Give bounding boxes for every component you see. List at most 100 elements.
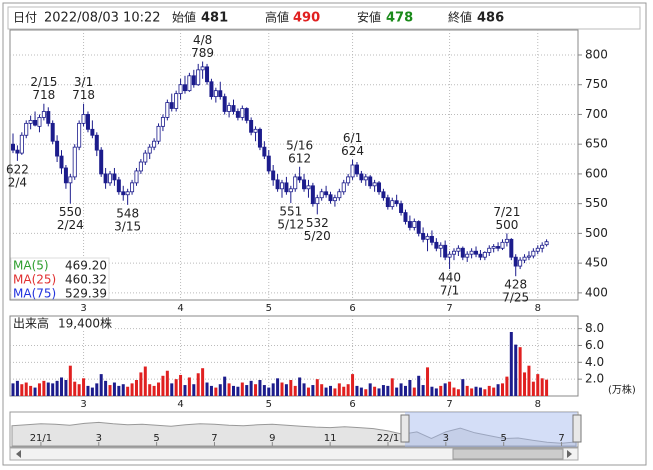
candle-body [156,125,161,142]
volume-bar [329,385,333,396]
candle-body [134,170,139,184]
candle-body [526,255,531,258]
handle-left[interactable] [400,414,410,443]
volume-bar [271,383,275,396]
x-tick-label: 6 [349,303,355,314]
candle-body [63,167,68,184]
volume-bar [254,384,258,396]
legend-name: MA(5) [13,259,49,273]
volume-bar [337,383,341,396]
annotation-date: 7/25 [502,291,529,305]
candle-body [59,155,64,169]
volume-bar [434,388,438,396]
candle-body [112,173,117,181]
annotation-date: 2/15 [30,75,57,89]
volume-title-box [11,317,115,331]
candle-body [257,128,262,148]
volume-bar [134,380,138,396]
candle-body [337,191,342,199]
scroll-thumb[interactable] [452,448,564,460]
volume-bar [496,384,500,396]
candle-body [429,235,434,243]
candle-body [218,90,223,98]
open-value: 481 [201,11,228,26]
volume-bar [395,387,399,396]
candle-body [249,119,254,133]
handle-right[interactable] [572,414,582,443]
volume-bar [509,332,513,396]
candle-body [174,93,179,109]
volume-bar [324,387,328,396]
low-value: 478 [386,11,413,26]
volume-bar [426,367,430,396]
volume-bar [284,384,288,396]
volume-bar [267,387,271,396]
scrollbar[interactable] [9,447,579,461]
candle-body [354,164,359,175]
volume-bar [417,375,421,396]
volume-bar [117,385,121,396]
scroll-left-arrow[interactable] [16,450,21,458]
candle-body [231,105,236,112]
annotation-date: 3/1 [74,75,93,89]
candle-body [94,134,99,151]
volume-bar [474,386,478,396]
candle-body [33,119,38,126]
volume-panel: 2.0 4.0 6.0 8.0 (万株) 3 4 5 6 7 8 出来高 19,400株 [9,315,636,410]
volume-bar [443,383,447,396]
volume-bar [355,385,359,396]
legend-name: MA(25) [13,273,56,287]
volume-bar [192,384,196,396]
x-tick-label: 3 [80,303,86,314]
volume-bar [37,383,41,396]
annotation-value: 789 [191,46,214,60]
volume-bar [461,379,465,396]
candle-body [125,191,130,196]
y-tick-label: 6.0 [585,338,604,352]
candle-body [99,149,104,175]
candle-body [372,182,377,187]
volume-bar [214,387,218,396]
candle-body [478,253,483,258]
scroll-track[interactable] [9,447,579,461]
candle-body [302,179,307,190]
candle-body [504,238,509,243]
candle-body [381,191,386,199]
volume-bar [108,385,112,396]
volume-bar [231,385,235,396]
annotation-value: 612 [288,151,311,165]
candle-body [443,244,448,258]
candle-body [191,75,196,86]
volume-bar [240,382,244,396]
navigator-handles[interactable] [400,414,582,443]
volume-bar [359,387,363,396]
candle-body [385,197,390,208]
volume-bar [121,384,125,396]
close-label: 終値 [448,10,472,25]
volume-bar [545,379,549,396]
volume-bar [377,388,381,396]
volume-bar [315,379,319,396]
candle-body [346,176,351,184]
candle-body [469,250,474,255]
candle-body [143,152,148,163]
candle-body [271,170,276,181]
volume-bar [293,385,297,396]
volume-bar [470,388,474,396]
navigator-selection[interactable] [405,412,577,447]
navigator-label: 3 [96,433,102,444]
candle-body [19,134,24,154]
candle-body [213,90,218,98]
volume-bar [276,378,280,396]
candle-body [518,259,523,267]
volume-bar [456,389,460,396]
y-tick-label: 550 [585,196,608,210]
candle-body [152,140,157,148]
legend-value: 529.39 [65,287,107,301]
volume-bar [46,382,50,396]
scroll-right-arrow[interactable] [567,450,572,458]
candle-body [394,200,399,205]
candle-body [447,253,452,258]
volume-bar [245,385,249,396]
